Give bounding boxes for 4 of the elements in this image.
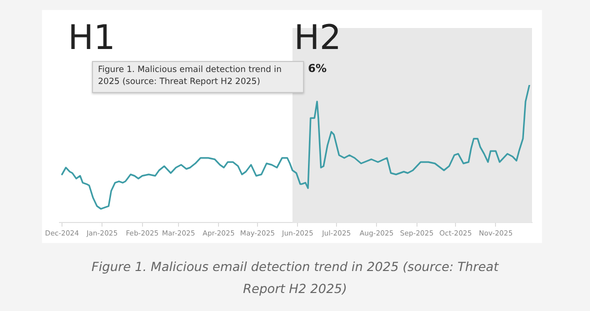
- text: H1: [68, 18, 116, 58]
- text: 6%: [308, 62, 327, 75]
- caption: Figure 1. Malicious email detection trend in 2025 (source: Threat Report H2 2025): [90, 258, 500, 298]
- text: H2: [294, 18, 342, 58]
